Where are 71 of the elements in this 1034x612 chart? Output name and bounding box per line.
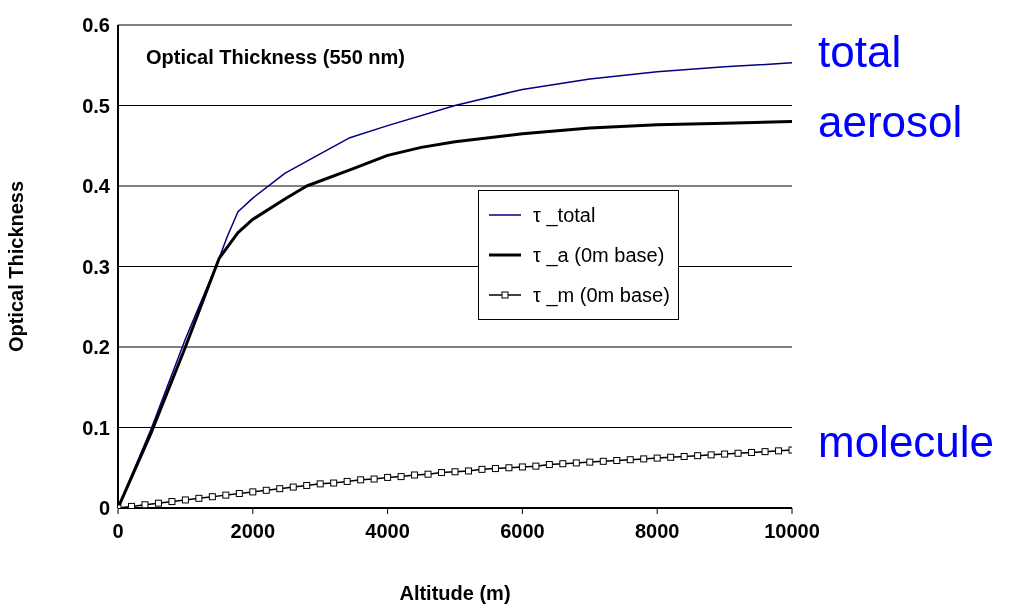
point [586,458,594,466]
point [451,468,459,476]
point [518,463,526,471]
point [680,452,688,460]
point [222,491,230,499]
x-tick-label: 4000 [365,520,410,543]
point [613,457,621,465]
point [572,459,580,467]
point [316,480,324,488]
point [438,469,446,477]
point [141,501,149,508]
point [276,485,284,493]
point [289,483,297,491]
x-tick-label: 8000 [634,520,680,543]
point [235,490,243,498]
text: Optical Thickness (550 nm) [146,46,405,69]
point [370,475,378,483]
legend-label: τ _total [533,203,596,227]
point [707,451,715,459]
point [384,473,392,481]
point [640,455,648,463]
point [532,462,540,470]
point [694,452,702,460]
y-tick-label: 0.2 [82,336,110,359]
point [127,502,135,508]
point [303,481,311,489]
legend-label: τ _m (0m base) [533,283,670,307]
point [721,450,729,458]
y-tick-label: 0.6 [82,14,110,37]
point [397,473,405,481]
point [734,449,742,457]
point [249,488,257,496]
point [599,457,607,465]
text: aerosol [818,96,963,148]
x-tick-label: 10000 [764,520,820,543]
x-tick-label: 0 [112,520,124,543]
y-tick-label: 0.1 [82,416,110,439]
point [505,464,513,472]
point [478,465,486,473]
point [653,454,661,462]
point [168,498,176,506]
text: molecule [818,416,995,468]
x-tick-label: 2000 [230,520,276,543]
text: total [818,26,902,78]
x-axis-title: Altitude (m) [399,582,511,604]
point [545,461,553,469]
point [464,467,472,475]
point [343,477,351,485]
point [357,476,365,484]
point [491,465,499,473]
point [424,470,432,478]
point [262,486,270,494]
point [748,448,756,456]
y-tick-label: 0 [98,497,110,520]
point [667,453,675,461]
legend-label: τ _a (0m base) [533,243,665,267]
point [626,456,634,464]
point [195,494,203,502]
y-axis-title: Optical Thickness [5,180,28,353]
y-tick-label: 0.5 [82,94,110,117]
point [775,447,783,455]
point [181,496,189,504]
point [208,493,216,501]
point [154,499,162,507]
y-tick-label: 0.3 [82,255,110,278]
point [559,460,567,468]
point [761,448,769,456]
point [411,471,419,479]
x-tick-label: 6000 [500,520,545,543]
point [330,479,338,487]
y-tick-label: 0.4 [82,175,111,198]
